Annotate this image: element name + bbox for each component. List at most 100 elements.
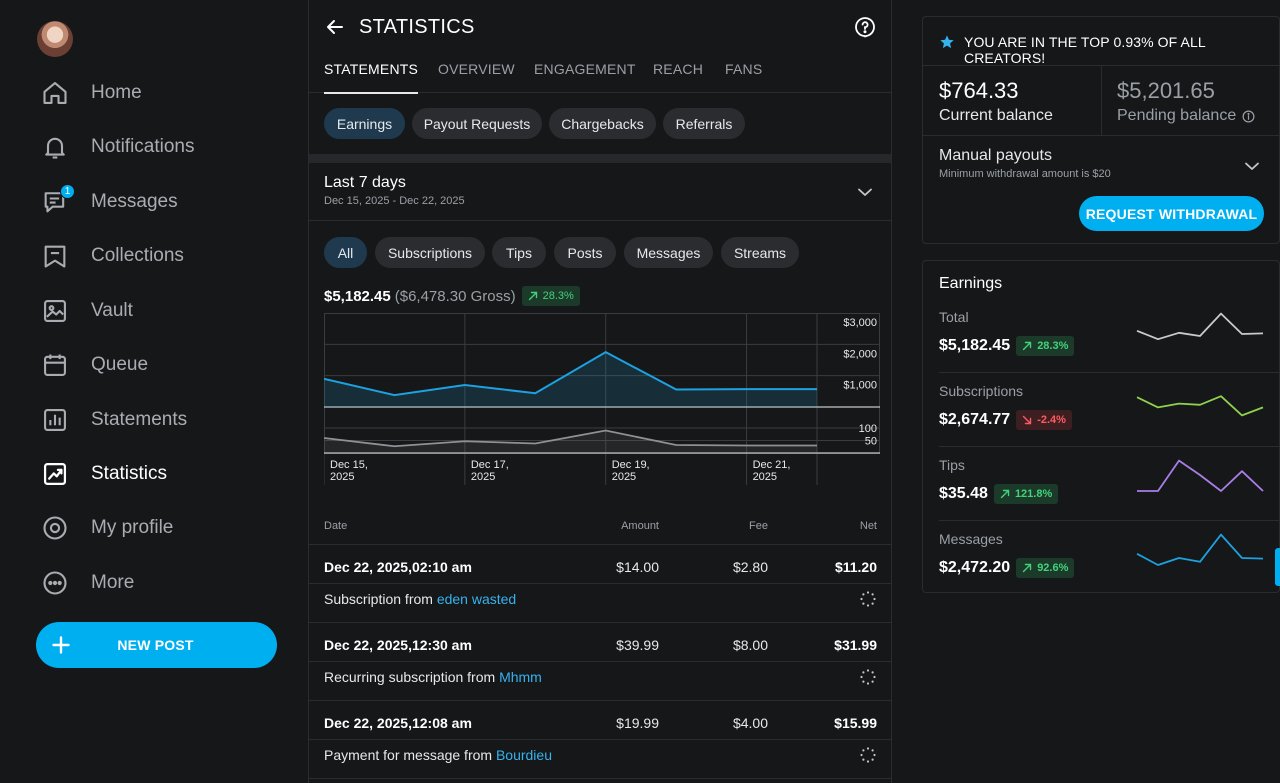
current-balance-label: Current balance [939,107,1053,124]
x-tick-label: Dec 17, [471,459,509,471]
x-tick-label: Dec 19, [612,459,650,471]
sidebar-item-more[interactable]: More [40,563,280,603]
sparkline [1136,533,1264,566]
type-payout-requests[interactable]: Payout Requests [412,108,542,139]
balances: $764.33 Current balance $5,201.65 Pendin… [923,66,1279,136]
pending-spinner-icon [860,669,876,685]
filter-posts[interactable]: Posts [554,237,616,268]
tx-user-link[interactable]: eden wasted [436,591,517,607]
sparkline-line [1136,395,1264,417]
pending-spinner-icon [860,747,876,763]
new-post-button[interactable]: NEW POST [36,622,277,668]
type-chargebacks[interactable]: Chargebacks [549,108,656,139]
earnings-change-badge: 28.3% [1016,336,1075,356]
tab-fans[interactable]: FANS [725,54,762,93]
main-panel: STATISTICS STATEMENTS OVERVIEW ENGAGEMEN… [308,0,892,783]
tx-fee: $4.00 [732,715,768,731]
summary-gross: ($6,478.30 Gross) [394,287,516,305]
period-range: Dec 15, 2025 - Dec 22, 2025 [324,195,465,207]
tab-overview[interactable]: OVERVIEW [438,54,515,93]
earnings-row-tips[interactable]: Tips $35.48 121.8% [939,447,1280,521]
tx-date: Dec 22, 2025,12:30 am [324,637,472,653]
trend-up-icon [1000,489,1010,499]
earnings-row-subscriptions[interactable]: Subscriptions $2,674.77 -2.4% [939,373,1280,447]
earnings-chart: $3,000 $2,000 $1,000 100 50 Dec 15, 2025 Dec 17… [324,313,880,490]
earnings-card: Earnings Total $5,182.45 28.3% Subscript… [922,260,1280,593]
sidebar-item-home[interactable]: Home [40,73,280,113]
earnings-row-label: Messages [939,531,1003,547]
sidebar-item-queue[interactable]: Queue [40,345,280,385]
help-icon[interactable] [853,15,877,39]
earnings-row-value: $5,182.45 [939,337,1011,354]
earnings-title: Earnings [939,275,1003,292]
avatar[interactable] [37,21,73,57]
table-header: Date Amount Fee Net [309,515,891,545]
tab-statements[interactable]: STATEMENTS [324,54,419,94]
earnings-row-messages[interactable]: Messages $2,472.20 92.6% [939,521,1280,595]
type-referrals[interactable]: Referrals [663,108,745,139]
tx-user-link[interactable]: Mhmm [499,669,542,685]
side-scroll-handle[interactable] [1275,548,1280,586]
request-withdrawal-button[interactable]: REQUEST WITHDRAWAL [1079,196,1264,231]
x-tick-label: Dec 21, [753,459,791,471]
sidebar-item-label: Messages [91,191,178,212]
sidebar-item-label: Statements [91,409,188,430]
trend-up-icon [1022,563,1032,573]
table-row-summary: Dec 22, 2025,02:10 am $14.00 $2.80 $11.2… [309,545,891,584]
y-tick-label: $2,000 [843,348,877,360]
sidebar-item-messages[interactable]: 1 Messages [40,182,280,222]
top-creator-text: YOU ARE IN THE TOP 0.93% OF ALL CREATORS… [964,34,1206,66]
balance-divider [1101,66,1102,136]
sidebar-item-label: Queue [91,354,149,375]
upper-series-area [324,352,817,407]
tx-user-link[interactable]: Bourdieu [495,747,552,763]
payout-title: Manual payouts [939,147,1052,164]
type-earnings[interactable]: Earnings [324,108,405,139]
table-row[interactable]: Dec 22, 2025,12:08 am $19.99 $4.00 $15.9… [309,701,891,779]
earnings-row-value-wrap: $2,472.20 92.6% [939,558,1075,578]
x-tick-label-year: 2025 [753,471,777,483]
tab-label: FANS [725,61,763,77]
earnings-change: 28.3% [1037,340,1069,352]
sidebar-item-vault[interactable]: Vault [40,291,280,331]
sidebar-item-my-profile[interactable]: My profile [40,508,280,548]
top-creator-banner: YOU ARE IN THE TOP 0.93% OF ALL CREATORS… [923,17,1279,66]
earnings-row-total[interactable]: Total $5,182.45 28.3% [939,299,1280,373]
tab-engagement[interactable]: ENGAGEMENT [534,54,636,93]
sparkline-line [1137,459,1264,492]
sidebar-item-statistics[interactable]: Statistics [40,454,280,494]
col-amount: Amount [621,520,659,532]
filter-subscriptions[interactable]: Subscriptions [375,237,485,268]
filter-all[interactable]: All [324,237,367,268]
chat-icon: 1 [40,184,75,217]
tx-fee: $8.00 [732,637,768,653]
earnings-row-value-wrap: $35.48 121.8% [939,484,1059,504]
image-icon [40,296,70,326]
period-selector[interactable]: Last 7 days Dec 15, 2025 - Dec 22, 2025 [309,163,891,221]
sidebar: Home Notifications 1 Messages Collection… [0,0,308,783]
bar-chart-icon [40,405,70,435]
earnings-change-badge: 92.6% [1016,558,1075,578]
table-row[interactable]: Dec 22, 2025,12:30 am $39.99 $8.00 $31.9… [309,623,891,701]
filter-messages[interactable]: Messages [624,237,713,268]
balance-card: YOU ARE IN THE TOP 0.93% OF ALL CREATORS… [922,16,1280,244]
tx-description-text: Subscription from [324,591,433,607]
filter-streams[interactable]: Streams [721,237,799,268]
trend-down-icon [1022,415,1032,425]
sidebar-item-collections[interactable]: Collections [40,236,280,276]
new-post-label: NEW POST [117,637,194,653]
sidebar-item-notifications[interactable]: Notifications [40,127,280,167]
info-icon[interactable] [1242,110,1255,123]
y-tick-label: $3,000 [843,317,877,329]
filter-tips[interactable]: Tips [492,237,546,268]
earnings-row-value-wrap: $5,182.45 28.3% [939,336,1075,356]
back-arrow-icon[interactable] [323,15,347,39]
x-tick-label-year: 2025 [471,471,495,483]
chevron-down-icon[interactable] [1243,157,1261,175]
sidebar-item-statements[interactable]: Statements [40,400,280,440]
table-row[interactable]: Dec 22, 2025,02:10 am $14.00 $2.80 $11.2… [309,545,891,623]
tab-reach[interactable]: REACH [653,54,703,93]
earnings-row-value: $2,472.20 [939,559,1011,576]
tx-date: Dec 22, 2025,02:10 am [324,559,472,575]
lower-series-line [324,429,817,448]
